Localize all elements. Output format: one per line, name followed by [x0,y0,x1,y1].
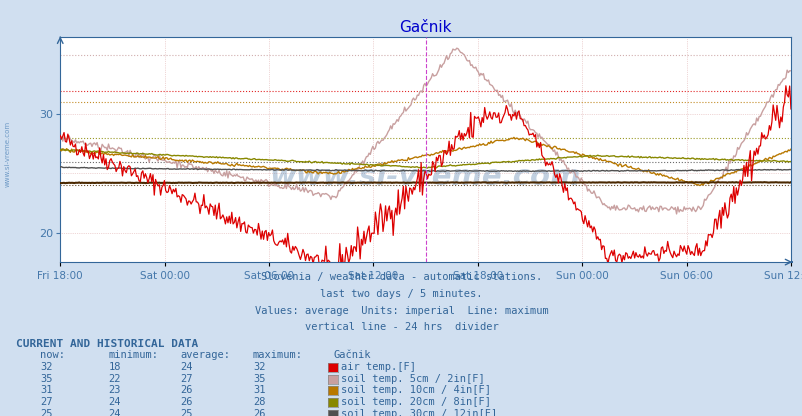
Text: 26: 26 [180,397,193,407]
Text: Values: average  Units: imperial  Line: maximum: Values: average Units: imperial Line: ma… [254,306,548,316]
Text: 25: 25 [40,409,53,416]
Text: soil temp. 30cm / 12in[F]: soil temp. 30cm / 12in[F] [341,409,497,416]
Text: 22: 22 [108,374,121,384]
Text: soil temp. 20cm / 8in[F]: soil temp. 20cm / 8in[F] [341,397,491,407]
Text: 24: 24 [108,397,121,407]
Text: 31: 31 [40,385,53,395]
Text: 35: 35 [253,374,265,384]
Text: 24: 24 [108,409,121,416]
Title: Gačnik: Gačnik [399,20,452,35]
Text: 31: 31 [253,385,265,395]
Text: average:: average: [180,350,230,360]
Text: air temp.[F]: air temp.[F] [341,362,415,372]
Text: www.si-vreme.com: www.si-vreme.com [5,121,10,187]
Text: minimum:: minimum: [108,350,158,360]
Text: 27: 27 [180,374,193,384]
Text: 26: 26 [253,409,265,416]
Text: CURRENT AND HISTORICAL DATA: CURRENT AND HISTORICAL DATA [16,339,198,349]
Text: 23: 23 [108,385,121,395]
Text: 32: 32 [253,362,265,372]
Text: 24: 24 [180,362,193,372]
Text: 26: 26 [180,385,193,395]
Text: now:: now: [40,350,65,360]
Text: 27: 27 [40,397,53,407]
Text: Slovenia / weather data - automatic stations.: Slovenia / weather data - automatic stat… [261,272,541,282]
Text: vertical line - 24 hrs  divider: vertical line - 24 hrs divider [304,322,498,332]
Text: soil temp. 10cm / 4in[F]: soil temp. 10cm / 4in[F] [341,385,491,395]
Text: maximum:: maximum: [253,350,302,360]
Text: Gačnik: Gačnik [333,350,371,360]
Text: 32: 32 [40,362,53,372]
Text: 18: 18 [108,362,121,372]
Text: 35: 35 [40,374,53,384]
Text: last two days / 5 minutes.: last two days / 5 minutes. [320,289,482,299]
Text: www.si-vreme.com: www.si-vreme.com [269,163,581,191]
Text: 28: 28 [253,397,265,407]
Text: 25: 25 [180,409,193,416]
Text: soil temp. 5cm / 2in[F]: soil temp. 5cm / 2in[F] [341,374,484,384]
